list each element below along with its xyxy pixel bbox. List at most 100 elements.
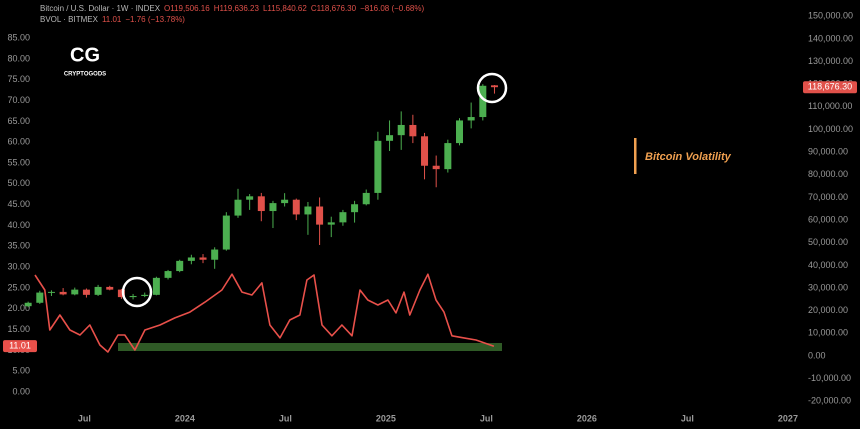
y2-tick-label: 40,000.00 <box>808 260 848 270</box>
header-value: O119,506.16 <box>164 4 210 13</box>
x-tick-label: 2025 <box>376 413 396 423</box>
header-value: C118,676.30 <box>311 4 357 13</box>
y-tick-label: 60.00 <box>7 137 30 147</box>
candle-body <box>176 260 184 272</box>
candle-body <box>47 291 55 293</box>
y-tick-label: 85.00 <box>7 33 30 43</box>
candle-body <box>222 215 230 250</box>
candle-body <box>479 85 487 118</box>
candle-body <box>304 206 312 215</box>
y-tick-label: 0.00 <box>12 386 30 396</box>
highlight-circle <box>121 276 153 308</box>
header-line: Bitcoin / U.S. Dollar · 1W · INDEX O119,5… <box>40 4 424 13</box>
y-tick-label: 45.00 <box>7 199 30 209</box>
candle-body <box>106 286 114 290</box>
y2-tick-label: 50,000.00 <box>808 237 848 247</box>
candle-body <box>351 204 359 213</box>
y2-tick-label: 140,000.00 <box>808 33 853 43</box>
candle-body <box>141 294 149 296</box>
candle-body <box>257 196 265 212</box>
last-volatility-label: 11.01 <box>9 341 31 351</box>
candle-body <box>339 212 347 223</box>
volatility-line <box>34 273 495 353</box>
candle-body <box>129 295 137 298</box>
candle-body <box>211 249 219 260</box>
y-tick-label: 75.00 <box>7 74 30 84</box>
plot-marks <box>24 84 498 353</box>
candle-body <box>117 289 125 298</box>
x-tick-label: Jul <box>681 413 694 423</box>
header-value: −1.76 (−13.78%) <box>125 15 185 24</box>
low-volatility-zone <box>118 343 502 351</box>
y2-tick-label: 90,000.00 <box>808 147 848 157</box>
y-tick-label: 65.00 <box>7 116 30 126</box>
symbol-name: Bitcoin / U.S. Dollar · 1W · INDEX <box>40 4 161 13</box>
y2-tick-label: 60,000.00 <box>808 214 848 224</box>
candle-body <box>455 120 463 144</box>
candle-body <box>421 136 429 166</box>
candle-body <box>397 124 405 136</box>
header-value: H119,636.23 <box>214 4 260 13</box>
candle-body <box>269 203 277 212</box>
candle-body <box>71 289 79 295</box>
candle-body <box>409 124 417 137</box>
candle-body <box>199 257 207 260</box>
y-tick-label: 15.00 <box>7 324 30 334</box>
y2-tick-label: 30,000.00 <box>808 282 848 292</box>
last-volatility-tag <box>3 340 37 353</box>
y-tick-label: 70.00 <box>7 95 30 105</box>
candle-body <box>432 165 440 170</box>
highlight-circle <box>476 72 508 104</box>
header-value: −816.08 (−0.68%) <box>360 4 424 13</box>
y2-tick-label: 130,000.00 <box>808 56 853 66</box>
candle-body <box>281 199 289 204</box>
y2-tick-label: 110,000.00 <box>808 101 852 111</box>
y2-tick-label: -20,000.00 <box>808 396 851 406</box>
candle-body <box>444 143 452 170</box>
y2-tick-label: 0.00 <box>808 350 826 360</box>
y-tick-label: 55.00 <box>7 157 30 167</box>
candle-body <box>36 292 44 303</box>
y2-tick-label: 150,000.00 <box>808 11 853 21</box>
y2-tick-label: 80,000.00 <box>808 169 848 179</box>
y-tick-label: 5.00 <box>12 366 30 376</box>
y2-tick-label: 20,000.00 <box>808 305 848 315</box>
candle-body <box>386 135 394 141</box>
x-tick-label: 2024 <box>175 413 195 423</box>
candle-body <box>374 140 382 193</box>
y2-tick-label: 100,000.00 <box>808 124 853 134</box>
header-line: BVOL · BITMEX 11.01 −1.76 (−13.78%) <box>40 15 185 24</box>
candle-body <box>82 289 90 295</box>
x-tick-label: 2027 <box>778 413 798 423</box>
x-tick-label: Jul <box>78 413 91 423</box>
candle-body <box>187 257 195 261</box>
y-tick-label: 40.00 <box>7 220 30 230</box>
y-tick-label: 80.00 <box>7 53 30 63</box>
candle-body <box>292 199 300 215</box>
y2-tick-label: -10,000.00 <box>808 373 851 383</box>
y-tick-label: 35.00 <box>7 241 30 251</box>
candle-body <box>234 199 242 216</box>
brand: CRYPTOGODS <box>64 72 106 78</box>
y2-tick-label: 70,000.00 <box>808 192 848 202</box>
last-price-label: 118,676.30 <box>808 82 852 92</box>
plot-overlay: Bitcoin Volatility CG CRYPTOGODS 118,676… <box>3 4 857 353</box>
header-value: 11.01 <box>102 15 122 24</box>
candle-body <box>94 286 102 295</box>
candle-body <box>490 85 498 88</box>
annotation: Bitcoin Volatility <box>645 151 732 163</box>
candle-body <box>246 196 254 200</box>
candle-body <box>164 271 172 278</box>
x-tick-label: Jul <box>279 413 292 423</box>
candle-body <box>362 192 370 205</box>
x-tick-label: Jul <box>480 413 493 423</box>
series-name: BVOL · BITMEX <box>40 15 99 24</box>
candle-body <box>327 222 335 225</box>
candle-body <box>59 291 67 295</box>
header-value: L115,840.62 <box>263 4 307 13</box>
brand-mark: CG <box>70 44 100 66</box>
x-tick-label: 2026 <box>577 413 597 423</box>
candle-body <box>152 277 160 295</box>
